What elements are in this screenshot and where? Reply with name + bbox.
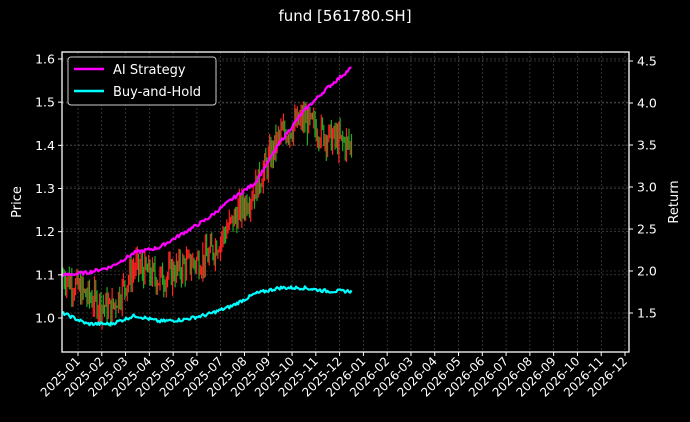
svg-text:1.3: 1.3: [35, 181, 55, 196]
svg-text:1.5: 1.5: [35, 95, 55, 110]
y-axis-right: 1.5 2.0 2.5 3.0 3.5 4.0 4.5: [629, 54, 657, 321]
svg-text:4.5: 4.5: [637, 54, 657, 69]
svg-text:3.0: 3.0: [637, 180, 657, 195]
grid-lines: [62, 52, 629, 352]
ai-strategy-line: [62, 66, 352, 278]
y2-axis-label: Return: [667, 180, 682, 223]
price-candles: [62, 101, 353, 330]
svg-text:4.0: 4.0: [637, 96, 657, 111]
svg-text:2.0: 2.0: [637, 264, 657, 279]
svg-text:1.0: 1.0: [35, 311, 55, 326]
svg-text:3.5: 3.5: [637, 138, 657, 153]
legend-label-buy-and-hold: Buy-and-Hold: [113, 85, 201, 100]
svg-text:1.1: 1.1: [35, 267, 55, 282]
legend-label-ai-strategy: AI Strategy: [113, 63, 186, 78]
chart-title: fund [561780.SH]: [278, 7, 412, 25]
y-axis-label: Price: [10, 186, 25, 218]
return-lines: [61, 66, 353, 327]
legend: AI Strategy Buy-and-Hold: [67, 56, 217, 106]
svg-text:1.6: 1.6: [35, 51, 55, 66]
svg-text:1.5: 1.5: [637, 306, 657, 321]
svg-text:1.2: 1.2: [35, 224, 55, 239]
legend-box: [67, 56, 217, 106]
svg-text:2.5: 2.5: [637, 222, 657, 237]
x-axis: 2025-012025-022025-032025-042025-052025-…: [38, 352, 630, 400]
svg-text:1.4: 1.4: [35, 138, 55, 153]
axes-frame: [61, 51, 630, 353]
y-axis-left: 1.0 1.1 1.2 1.3 1.4 1.5 1.6: [35, 51, 62, 326]
buy-and-hold-line: [61, 285, 353, 327]
